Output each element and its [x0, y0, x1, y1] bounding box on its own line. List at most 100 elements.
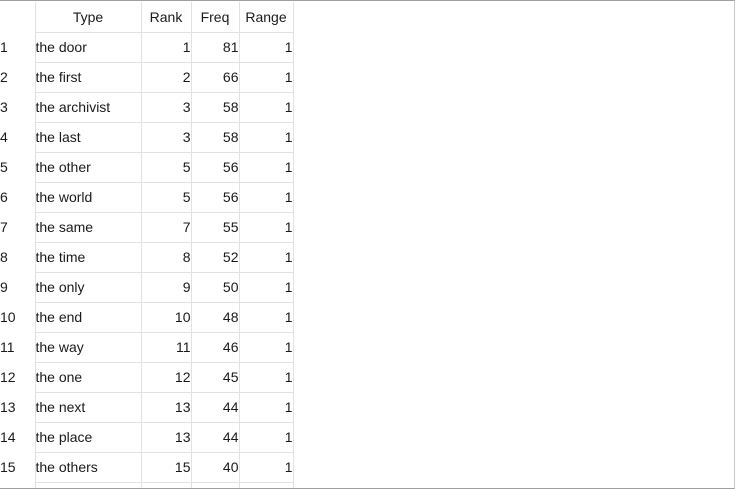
cell-type: the same: [35, 212, 142, 243]
cell-type: the door: [35, 32, 142, 63]
header-type[interactable]: Type: [35, 2, 142, 33]
table-row[interactable]: 2 the first 2 66 1: [0, 62, 294, 93]
table-row[interactable]: 11 the way 11 46 1: [0, 332, 294, 363]
row-index: 3: [0, 92, 36, 122]
row-index: 2: [0, 62, 36, 92]
table-row[interactable]: 10 the end 10 48 1: [0, 302, 294, 333]
table-row-partial: [0, 482, 294, 488]
row-index: 7: [0, 212, 36, 242]
cell-range: 1: [239, 392, 294, 423]
cell-type: the others: [35, 452, 142, 483]
empty-cell: [141, 482, 192, 488]
cell-type: the other: [35, 152, 142, 183]
cell-range: 1: [239, 122, 294, 153]
row-index: 5: [0, 152, 36, 182]
table-row[interactable]: 13 the next 13 44 1: [0, 392, 294, 423]
cell-freq: 45: [191, 362, 240, 393]
cell-type: the place: [35, 422, 142, 453]
cell-freq: 44: [191, 392, 240, 423]
table-row[interactable]: 1 the door 1 81 1: [0, 32, 294, 63]
cell-range: 1: [239, 272, 294, 303]
cell-type: the first: [35, 62, 142, 93]
cell-freq: 66: [191, 62, 240, 93]
cell-range: 1: [239, 422, 294, 453]
cell-rank: 5: [141, 182, 192, 213]
header-row-index: [0, 2, 36, 32]
cell-range: 1: [239, 212, 294, 243]
cell-type: the way: [35, 332, 142, 363]
cell-freq: 58: [191, 122, 240, 153]
header-freq[interactable]: Freq: [191, 2, 240, 33]
cell-type: the time: [35, 242, 142, 273]
cell-rank: 13: [141, 392, 192, 423]
cell-rank: 2: [141, 62, 192, 93]
cell-freq: 56: [191, 152, 240, 183]
header-range[interactable]: Range: [239, 2, 294, 33]
results-table: Type Rank Freq Range 1 the door 1 81 1 2 the f…: [0, 2, 294, 488]
cell-range: 1: [239, 302, 294, 333]
row-index: 10: [0, 302, 36, 332]
cell-type: the last: [35, 122, 142, 153]
cell-freq: 44: [191, 422, 240, 453]
table-row[interactable]: 8 the time 8 52 1: [0, 242, 294, 273]
cell-range: 1: [239, 152, 294, 183]
cell-type: the world: [35, 182, 142, 213]
empty-cell: [35, 482, 142, 488]
cell-rank: 10: [141, 302, 192, 333]
header-rank[interactable]: Rank: [141, 2, 192, 33]
cell-freq: 55: [191, 212, 240, 243]
table-row[interactable]: 6 the world 5 56 1: [0, 182, 294, 213]
cell-type: the end: [35, 302, 142, 333]
cell-type: the next: [35, 392, 142, 423]
cell-rank: 9: [141, 272, 192, 303]
cell-rank: 8: [141, 242, 192, 273]
table-row[interactable]: 12 the one 12 45 1: [0, 362, 294, 393]
table-row[interactable]: 7 the same 7 55 1: [0, 212, 294, 243]
cell-rank: 12: [141, 362, 192, 393]
header-row: Type Rank Freq Range: [0, 2, 294, 33]
empty-cell: [0, 482, 36, 488]
row-index: 9: [0, 272, 36, 302]
row-index: 13: [0, 392, 36, 422]
row-index: 12: [0, 362, 36, 392]
table-body: 1 the door 1 81 1 2 the first 2 66 1 3 the archivis…: [0, 32, 294, 488]
row-index: 15: [0, 452, 36, 482]
row-index: 14: [0, 422, 36, 452]
cell-range: 1: [239, 332, 294, 363]
cell-type: the archivist: [35, 92, 142, 123]
empty-cell: [191, 482, 240, 488]
cell-range: 1: [239, 182, 294, 213]
cell-rank: 13: [141, 422, 192, 453]
cell-freq: 52: [191, 242, 240, 273]
cell-rank: 15: [141, 452, 192, 483]
cell-range: 1: [239, 62, 294, 93]
table-row[interactable]: 5 the other 5 56 1: [0, 152, 294, 183]
table-row[interactable]: 15 the others 15 40 1: [0, 452, 294, 483]
row-index: 11: [0, 332, 36, 362]
table-row[interactable]: 4 the last 3 58 1: [0, 122, 294, 153]
row-index: 8: [0, 242, 36, 272]
table-row[interactable]: 14 the place 13 44 1: [0, 422, 294, 453]
cell-freq: 58: [191, 92, 240, 123]
cell-freq: 48: [191, 302, 240, 333]
cell-freq: 81: [191, 32, 240, 63]
cell-freq: 46: [191, 332, 240, 363]
cell-rank: 11: [141, 332, 192, 363]
cell-range: 1: [239, 452, 294, 483]
table-row[interactable]: 3 the archivist 3 58 1: [0, 92, 294, 123]
table-row[interactable]: 9 the only 9 50 1: [0, 272, 294, 303]
cell-rank: 5: [141, 152, 192, 183]
cell-type: the only: [35, 272, 142, 303]
empty-cell: [239, 482, 294, 488]
row-index: 6: [0, 182, 36, 212]
row-index: 1: [0, 32, 36, 62]
cell-freq: 50: [191, 272, 240, 303]
cell-range: 1: [239, 362, 294, 393]
cell-rank: 3: [141, 92, 192, 123]
cell-type: the one: [35, 362, 142, 393]
cell-rank: 7: [141, 212, 192, 243]
cell-range: 1: [239, 242, 294, 273]
row-index: 4: [0, 122, 36, 152]
cell-range: 1: [239, 92, 294, 123]
